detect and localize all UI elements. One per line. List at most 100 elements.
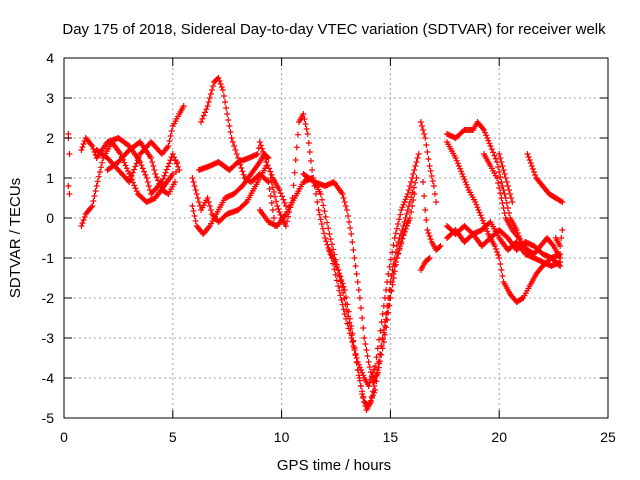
data-marker [411,191,418,197]
data-marker [226,123,233,129]
data-marker [464,184,471,191]
data-marker [348,231,355,237]
data-marker [365,359,372,365]
data-marker [559,199,566,205]
data-marker [344,301,351,308]
series-trace-1 [78,135,183,197]
data-marker [165,143,172,149]
data-marker [371,389,378,396]
data-marker [381,323,388,329]
data-marker [323,219,330,226]
data-marker [496,185,503,191]
data-marker [79,220,86,226]
data-marker [372,363,379,369]
data-marker [349,239,356,245]
data-marker [275,206,282,212]
grid-lines [64,58,608,418]
data-marker [499,200,506,206]
data-marker [279,193,286,200]
data-marker [418,123,425,129]
data-marker [242,200,249,207]
data-marker [141,168,148,175]
y-tick-label: -3 [42,330,55,346]
data-marker [139,165,146,172]
data-marker [501,171,508,177]
data-marker [160,175,167,182]
data-marker [383,316,390,323]
data-marker [293,144,300,151]
data-marker [210,83,217,89]
data-marker [307,158,314,164]
y-tick-label: -2 [42,290,55,306]
data-marker [549,241,556,248]
data-marker [194,195,201,201]
data-marker [92,188,99,194]
data-marker [322,213,329,220]
x-tick-labels: 0 5 10 15 20 25 [60,429,616,445]
data-marker [191,213,198,219]
y-tick-labels: -5 -4 -3 -2 -1 0 1 2 3 4 [42,50,55,426]
data-marker [274,203,281,209]
series-trace-2 [78,139,176,229]
data-marker [265,179,272,185]
data-marker [145,183,152,189]
data-marker [169,151,176,157]
data-marker [378,343,385,349]
data-marker [351,345,358,351]
data-marker [501,191,508,197]
data-marker [367,397,374,404]
data-marker [480,127,487,133]
data-marker [78,147,85,153]
x-axis-label: GPS time / hours [277,457,391,474]
data-marker [260,149,267,155]
data-marker [524,151,531,157]
data-marker [391,268,398,275]
series-trace-14 [420,179,444,253]
data-marker [303,126,310,132]
data-marker [495,180,502,186]
data-marker [400,232,407,239]
data-marker [408,179,415,185]
data-marker [415,151,422,157]
data-marker [459,171,466,177]
data-marker [385,303,392,309]
data-marker [500,187,507,193]
data-marker [268,171,275,178]
data-marker [358,383,365,389]
series-trace-15 [417,255,433,273]
x-tick-label: 20 [491,429,507,445]
data-marker [369,392,376,399]
data-marker [494,249,501,255]
data-marker [217,81,224,87]
data-marker [384,317,391,323]
data-marker [482,129,489,136]
data-marker [99,159,106,166]
data-marker [192,218,199,224]
data-marker [426,255,433,261]
data-marker [153,174,160,181]
data-marker [423,142,430,148]
series-trace-3 [93,103,187,185]
data-marker [406,183,413,189]
data-marker [427,236,434,242]
data-marker [195,199,202,205]
data-marker [386,295,393,301]
data-marker [497,155,504,161]
data-marker [484,135,491,141]
data-marker [529,166,536,172]
data-marker [364,353,371,359]
data-marker [460,173,467,180]
data-marker [151,167,158,173]
plot-frame [63,57,609,419]
data-marker [373,378,380,385]
data-marker [410,197,417,203]
data-marker [366,364,373,370]
data-marker [492,155,499,162]
data-marker [117,151,124,157]
data-marker [363,347,370,353]
data-marker [359,369,366,376]
data-marker [239,168,246,175]
data-marker [473,201,480,208]
data-marker [276,209,283,215]
series-early-points [65,131,73,197]
